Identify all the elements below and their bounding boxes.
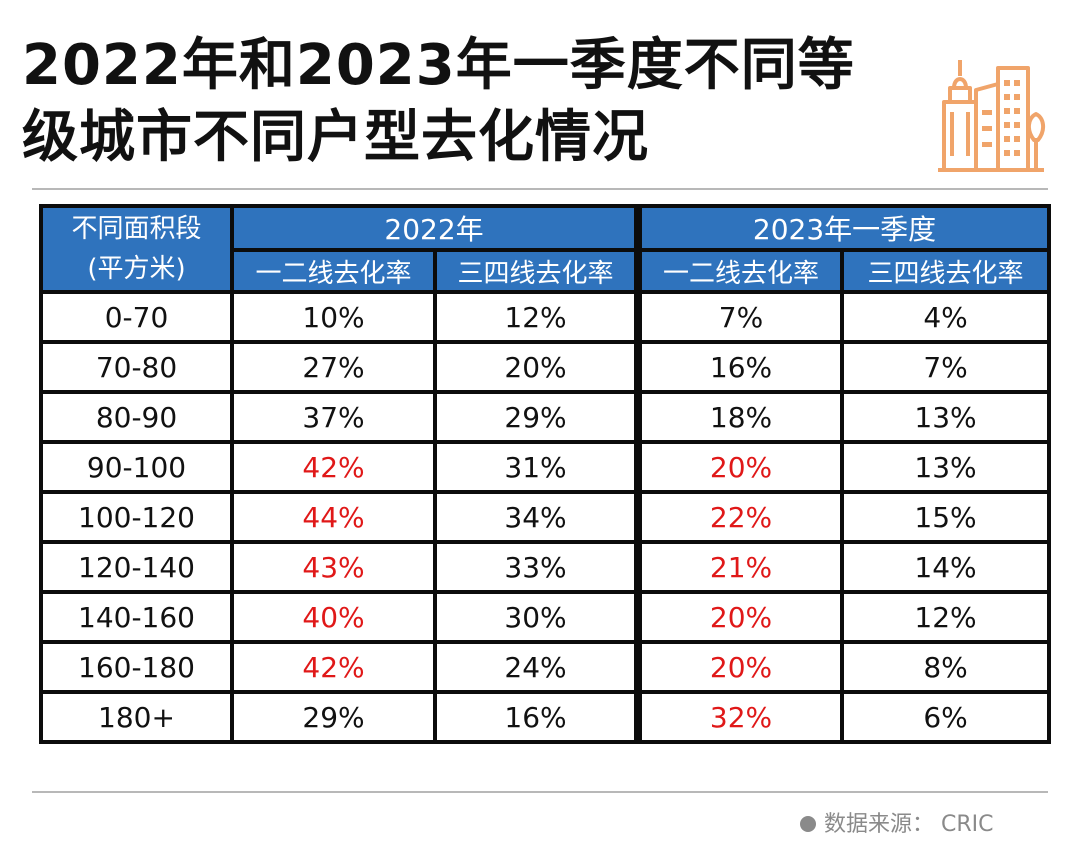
rate-cell: 21% [634, 540, 845, 594]
bullet-dot-icon [800, 816, 816, 832]
rate-cell: 42% [230, 640, 437, 694]
table-row: 0-70 10% 12% 7% 4% [39, 290, 1052, 344]
rate-cell: 16% [634, 340, 845, 394]
rate-cell: 42% [230, 440, 437, 494]
rate-cell: 13% [840, 390, 1052, 444]
rate-cell: 37% [230, 390, 437, 444]
rate-cell: 8% [840, 640, 1052, 694]
subheader-2023-tier12: 一二线去化率 [634, 248, 845, 294]
page-title: 2022年和2023年一季度不同等 级城市不同户型去化情况 [22, 30, 922, 174]
source-text: 数据来源： CRIC [824, 812, 994, 837]
area-cell: 140-160 [39, 590, 234, 644]
rate-cell: 13% [840, 440, 1052, 494]
area-column-header: 不同面积段 (平方米) [39, 204, 234, 294]
area-cell: 80-90 [39, 390, 234, 444]
table-row: 160-180 42% 24% 20% 8% [39, 640, 1052, 694]
rate-cell: 31% [432, 440, 641, 494]
rate-cell: 4% [840, 290, 1052, 344]
table-row: 140-160 40% 30% 20% 12% [39, 590, 1052, 644]
rate-cell: 16% [432, 690, 641, 744]
bottom-divider [32, 791, 1048, 793]
area-cell: 0-70 [39, 290, 234, 344]
area-header-unit: (平方米) [87, 254, 186, 284]
group-header-2022: 2022年 [229, 204, 641, 252]
rate-cell: 30% [432, 590, 641, 644]
top-divider [32, 188, 1048, 190]
table-row: 100-120 44% 34% 22% 15% [39, 490, 1052, 544]
table-row: 70-80 27% 20% 16% 7% [39, 340, 1052, 394]
rate-cell: 27% [230, 340, 437, 394]
rate-cell: 20% [634, 440, 845, 494]
rate-cell: 12% [840, 590, 1052, 644]
area-cell: 120-140 [39, 540, 234, 594]
rate-cell: 44% [230, 490, 437, 544]
subheader-2023-tier34: 三四线去化率 [840, 248, 1052, 294]
title-line-2: 级城市不同户型去化情况 [22, 105, 649, 170]
rate-cell: 6% [840, 690, 1052, 744]
table-row: 180+ 29% 16% 32% 6% [39, 690, 1052, 744]
table-row: 80-90 37% 29% 18% 13% [39, 390, 1052, 444]
table-row: 90-100 42% 31% 20% 13% [39, 440, 1052, 494]
rate-cell: 29% [230, 690, 437, 744]
rate-cell: 10% [230, 290, 437, 344]
rate-cell: 33% [432, 540, 641, 594]
rate-cell: 15% [840, 490, 1052, 544]
rate-cell: 32% [634, 690, 845, 744]
absorption-rate-table: 不同面积段 (平方米) 2022年 2023年一季度 一二线去化率 三四线去化率… [39, 204, 1052, 744]
title-line-1: 2022年和2023年一季度不同等 [22, 33, 855, 98]
rate-cell: 29% [432, 390, 641, 444]
rate-cell: 20% [634, 590, 845, 644]
table-row: 120-140 43% 33% 21% 14% [39, 540, 1052, 594]
rate-cell: 20% [634, 640, 845, 694]
rate-cell: 20% [432, 340, 641, 394]
data-source-note: 数据来源： CRIC [800, 806, 994, 838]
rate-cell: 7% [634, 290, 845, 344]
table-body: 0-70 10% 12% 7% 4% 70-80 27% 20% 16% 7% 80-90 37% 29… [39, 290, 1052, 744]
rate-cell: 14% [840, 540, 1052, 594]
city-buildings-icon [938, 60, 1045, 172]
rate-cell: 7% [840, 340, 1052, 394]
rate-cell: 43% [230, 540, 437, 594]
subheader-2022-tier12: 一二线去化率 [230, 248, 437, 294]
area-cell: 90-100 [39, 440, 234, 494]
area-header-label: 不同面积段 [71, 214, 202, 244]
rate-cell: 40% [230, 590, 437, 644]
area-cell: 100-120 [39, 490, 234, 544]
area-cell: 180+ [39, 690, 234, 744]
group-header-2023q1: 2023年一季度 [634, 204, 1052, 252]
rate-cell: 18% [634, 390, 845, 444]
rate-cell: 34% [432, 490, 641, 544]
area-cell: 70-80 [39, 340, 234, 394]
rate-cell: 24% [432, 640, 641, 694]
rate-cell: 12% [432, 290, 641, 344]
rate-cell: 22% [634, 490, 845, 544]
subheader-2022-tier34: 三四线去化率 [432, 248, 641, 294]
area-cell: 160-180 [39, 640, 234, 694]
